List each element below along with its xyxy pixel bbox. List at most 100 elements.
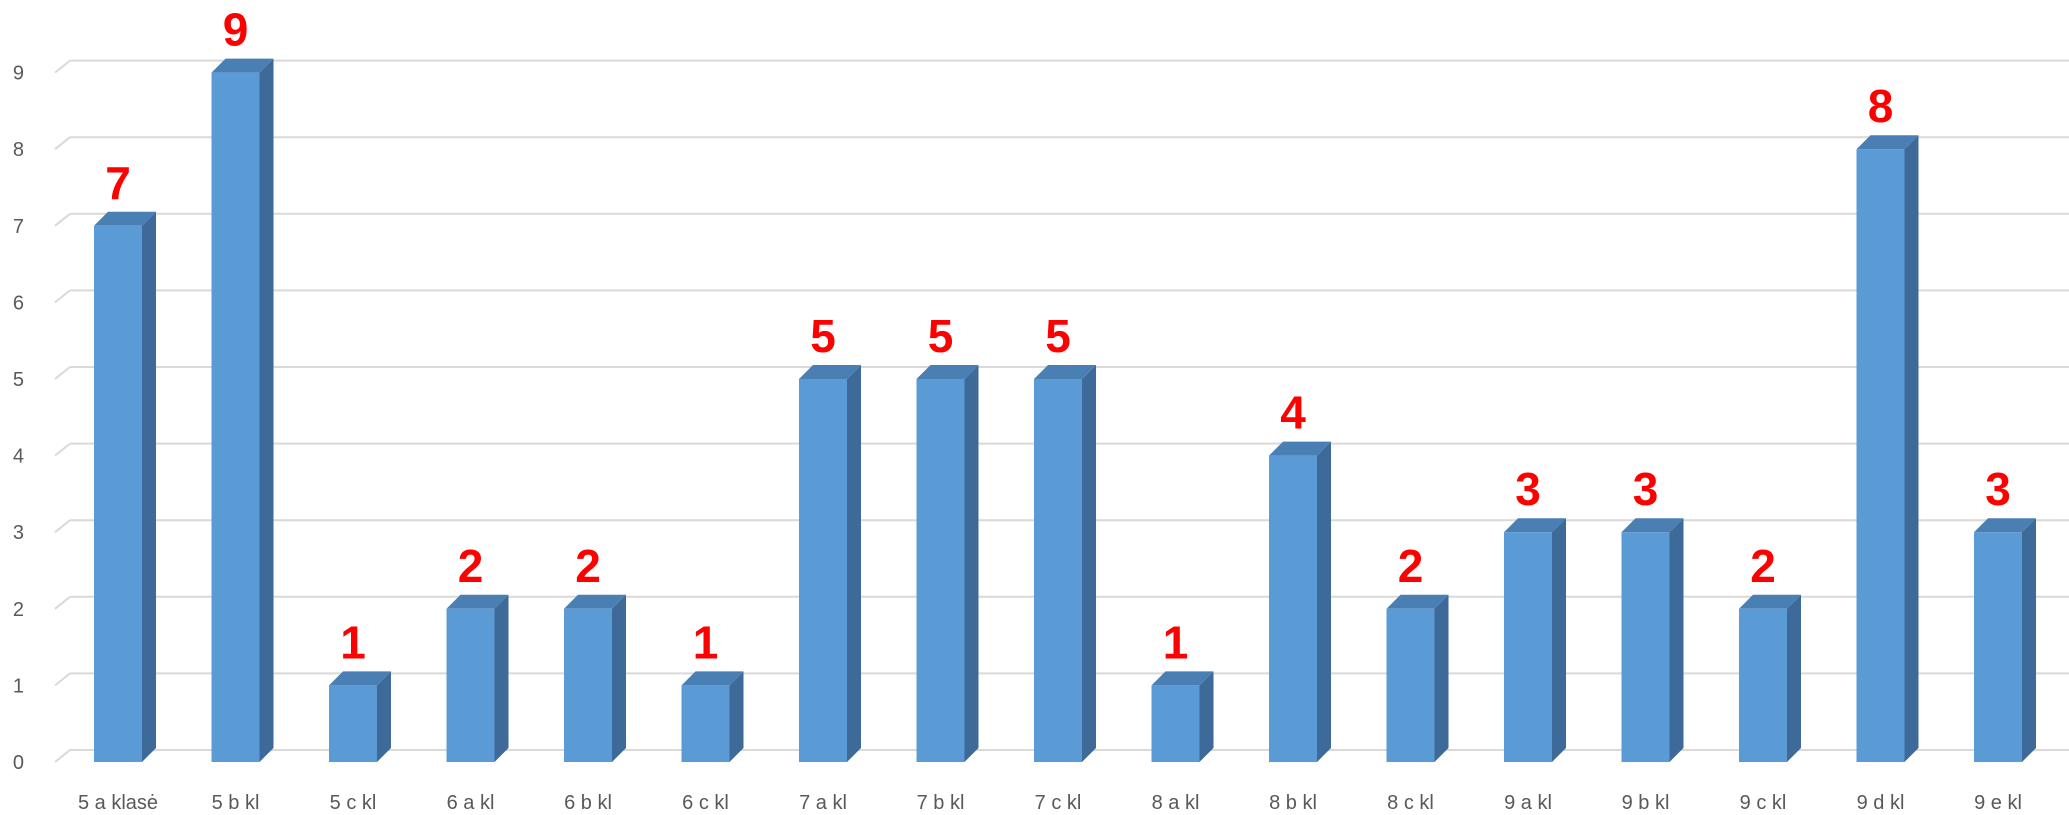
bar-side: [1552, 518, 1566, 762]
data-label: 5: [810, 310, 836, 362]
bar-top: [1621, 518, 1684, 533]
x-tick-label: 5 c kl: [330, 792, 377, 814]
data-label: 9: [223, 4, 249, 56]
gridline-diagonal: [54, 366, 71, 380]
y-tick-label: 4: [13, 446, 24, 468]
bar-side: [1434, 594, 1449, 762]
bar: [799, 365, 861, 762]
bar: [329, 671, 391, 762]
x-tick-label: 6 b kl: [564, 792, 612, 814]
bar-front: [1621, 532, 1670, 762]
bar-front: [1151, 685, 1200, 762]
bar: [1974, 518, 2036, 762]
bar-front: [799, 379, 847, 762]
x-tick-label: 9 c kl: [1740, 792, 1787, 814]
bar-top: [1856, 135, 1919, 150]
bar-front: [1974, 532, 2022, 762]
x-tick-label: 9 a kl: [1504, 792, 1552, 814]
x-tick-label: 8 b kl: [1269, 792, 1317, 814]
bar-top: [94, 211, 156, 226]
bar-top: [1974, 518, 2036, 533]
bar-top: [446, 594, 509, 609]
bar: [1034, 365, 1096, 762]
y-tick-label: 7: [13, 216, 24, 238]
gridline-diagonal: [54, 442, 71, 457]
bar: [1621, 518, 1684, 762]
bar-front: [681, 685, 730, 762]
bar-front: [1504, 532, 1552, 762]
bar: [1504, 518, 1566, 762]
bar-front: [1856, 149, 1905, 762]
bar-side: [1669, 518, 1684, 762]
bar-side: [612, 594, 626, 762]
data-labels: 7 9 1 2 2 1 5 5 5 1 4 2 3 3 2 8 3: [105, 4, 2011, 669]
x-tick-label: 7 a kl: [799, 792, 847, 814]
bar-side: [964, 365, 979, 762]
bar-side: [1904, 135, 1919, 762]
bar: [1386, 594, 1449, 762]
bar-side: [847, 365, 861, 762]
y-tick-label: 6: [13, 292, 24, 314]
bar-top: [1151, 671, 1214, 686]
x-tick-label: 6 a kl: [447, 792, 495, 814]
bar-side: [1199, 671, 1214, 762]
data-label: 5: [1045, 310, 1071, 362]
bar: [916, 365, 979, 762]
gridline-diagonal: [54, 213, 71, 227]
bar-top: [1504, 518, 1566, 533]
bar-top: [681, 671, 744, 686]
data-label: 1: [693, 616, 719, 668]
y-tick-label: 0: [13, 752, 24, 774]
bar-front: [446, 608, 495, 762]
data-label: 2: [1750, 540, 1776, 592]
bar-front: [916, 379, 965, 762]
y-tick-label: 1: [13, 675, 24, 697]
data-label: 3: [1515, 463, 1541, 515]
bar-side: [494, 594, 509, 762]
data-label: 1: [1163, 616, 1189, 668]
data-label: 8: [1868, 80, 1894, 132]
bar-side: [1787, 594, 1801, 762]
bar: [1151, 671, 1214, 762]
bar-front: [1739, 608, 1787, 762]
bar: [564, 594, 626, 762]
bar-top: [799, 365, 861, 379]
bar-side: [1317, 441, 1331, 762]
bar-top: [1269, 441, 1331, 456]
bar-side: [729, 671, 744, 762]
x-tick-label: 8 a kl: [1152, 792, 1200, 814]
x-tick-label: 9 e kl: [1974, 792, 2022, 814]
bar-front: [1269, 455, 1317, 762]
bar-top: [329, 671, 391, 686]
bar: [1269, 441, 1331, 762]
gridline-diagonal: [54, 672, 71, 687]
gridline-diagonal: [54, 136, 71, 150]
bar-front: [329, 685, 377, 762]
gridline-diagonal: [54, 596, 71, 610]
y-tick-label: 2: [13, 599, 24, 621]
y-tick-label: 5: [13, 369, 24, 391]
x-tick-label: 5 a klasė: [78, 792, 158, 814]
y-tick-label: 8: [13, 139, 24, 161]
bar-front: [1386, 608, 1435, 762]
data-label: 2: [1398, 540, 1424, 592]
bar-top: [1034, 365, 1096, 379]
bar-top: [1386, 594, 1449, 609]
bar: [1856, 135, 1919, 762]
y-axis: 0 1 2 3 4 5 6 7 8 9: [13, 63, 24, 774]
data-label: 7: [105, 157, 131, 209]
bar-top: [916, 365, 979, 379]
data-label: 5: [928, 310, 954, 362]
x-tick-label: 8 c kl: [1387, 792, 1434, 814]
bar: [211, 58, 274, 763]
bar: [681, 671, 744, 762]
bar-front: [564, 608, 612, 762]
bar-side: [1082, 365, 1096, 762]
bar-top: [1739, 594, 1801, 609]
y-tick-label: 9: [13, 63, 24, 85]
bar-side: [259, 58, 274, 763]
x-tick-label: 9 d kl: [1857, 792, 1905, 814]
bar-front: [1034, 379, 1082, 762]
bar: [94, 211, 156, 763]
